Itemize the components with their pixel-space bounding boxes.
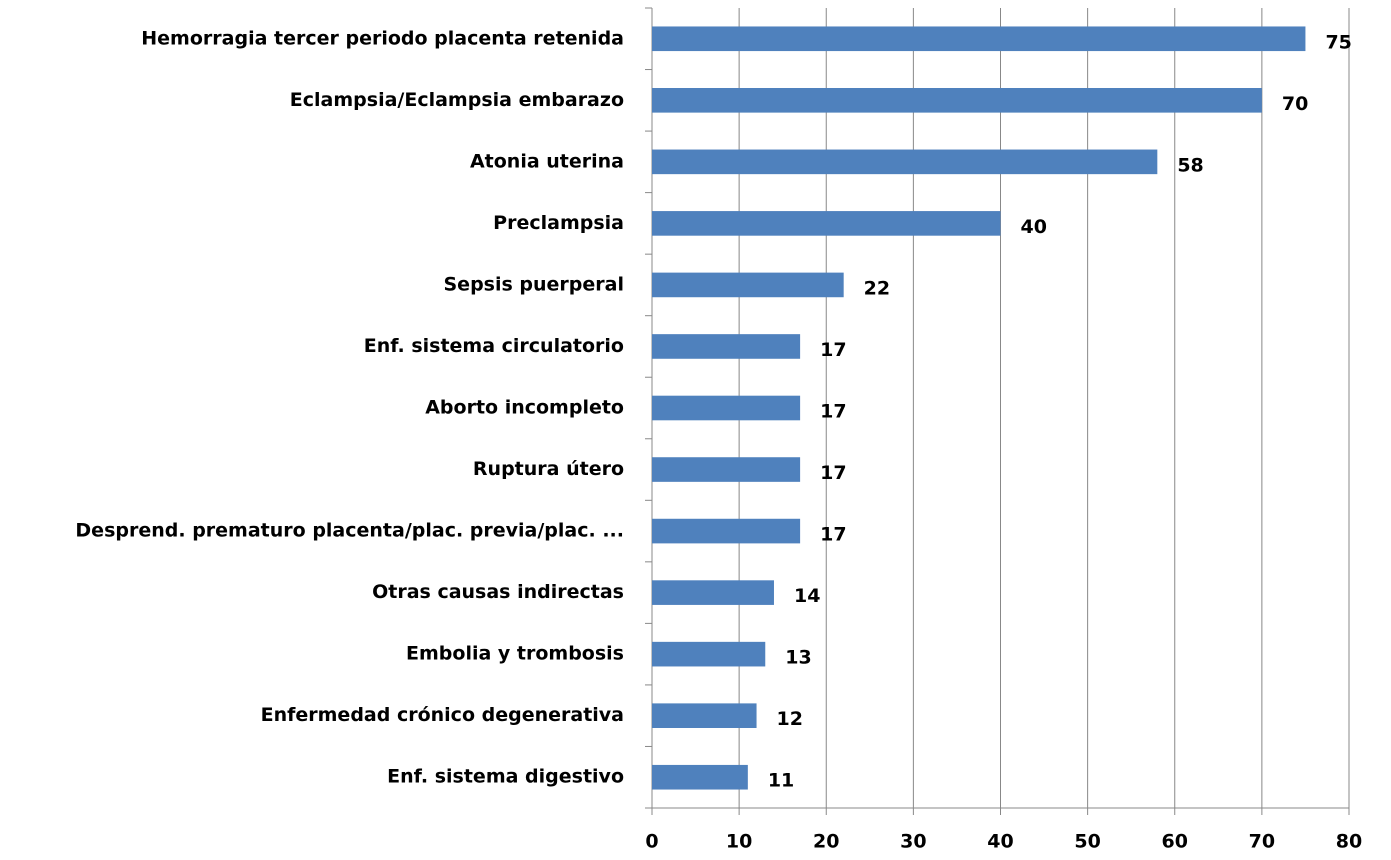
bar xyxy=(652,211,1001,236)
y-tick-label: Ruptura útero xyxy=(473,458,624,480)
x-tick-label: 40 xyxy=(987,831,1013,853)
data-label: 40 xyxy=(1021,216,1047,238)
data-label: 11 xyxy=(768,770,794,792)
bar xyxy=(652,518,801,544)
bar xyxy=(652,457,801,482)
y-tick-label: Hemorragia tercer periodo placenta reten… xyxy=(141,27,624,49)
data-label: 22 xyxy=(864,277,890,299)
y-tick-label: Otras causas indirectas xyxy=(372,581,624,603)
y-tick-label: Preclampsia xyxy=(493,212,624,234)
y-tick-label: Eclampsia/Eclampsia embarazo xyxy=(290,89,624,111)
y-tick-label: Enf. sistema circulatorio xyxy=(364,335,624,357)
bar xyxy=(652,26,1306,52)
y-tick-label: Enfermedad crónico degenerativa xyxy=(261,704,624,726)
x-tick-label: 50 xyxy=(1074,831,1100,853)
x-tick-label: 80 xyxy=(1336,831,1362,853)
x-tick-label: 60 xyxy=(1162,831,1188,853)
data-label: 14 xyxy=(794,585,820,607)
bar xyxy=(652,272,844,298)
data-label: 17 xyxy=(820,401,846,423)
x-tick-label: 10 xyxy=(726,831,752,853)
y-tick-label: Atonia uterina xyxy=(470,150,624,172)
data-label: 17 xyxy=(820,524,846,546)
bar xyxy=(652,88,1262,113)
y-tick-label: Enf. sistema digestivo xyxy=(387,766,624,788)
data-label: 17 xyxy=(820,339,846,361)
data-label: 70 xyxy=(1282,93,1308,115)
y-tick-label: Sepsis puerperal xyxy=(444,273,625,295)
y-tick-label: Aborto incompleto xyxy=(425,397,624,419)
data-label: 17 xyxy=(820,462,846,484)
bar xyxy=(652,641,766,667)
y-tick-label: Desprend. prematuro placenta/plac. previ… xyxy=(75,520,624,542)
data-label: 12 xyxy=(777,708,803,730)
x-tick-label: 20 xyxy=(813,831,839,853)
data-label: 13 xyxy=(785,647,811,669)
x-tick-label: 0 xyxy=(645,831,658,853)
x-tick-label: 70 xyxy=(1249,831,1275,853)
bar xyxy=(652,149,1158,175)
data-label: 75 xyxy=(1325,31,1351,53)
bar xyxy=(652,764,748,790)
y-tick-label: Embolia y trombosis xyxy=(406,643,624,665)
data-label: 58 xyxy=(1177,154,1203,176)
bar xyxy=(652,580,774,605)
bar xyxy=(652,334,801,359)
bar xyxy=(652,703,757,728)
x-tick-label: 30 xyxy=(900,831,926,853)
bar xyxy=(652,395,801,421)
